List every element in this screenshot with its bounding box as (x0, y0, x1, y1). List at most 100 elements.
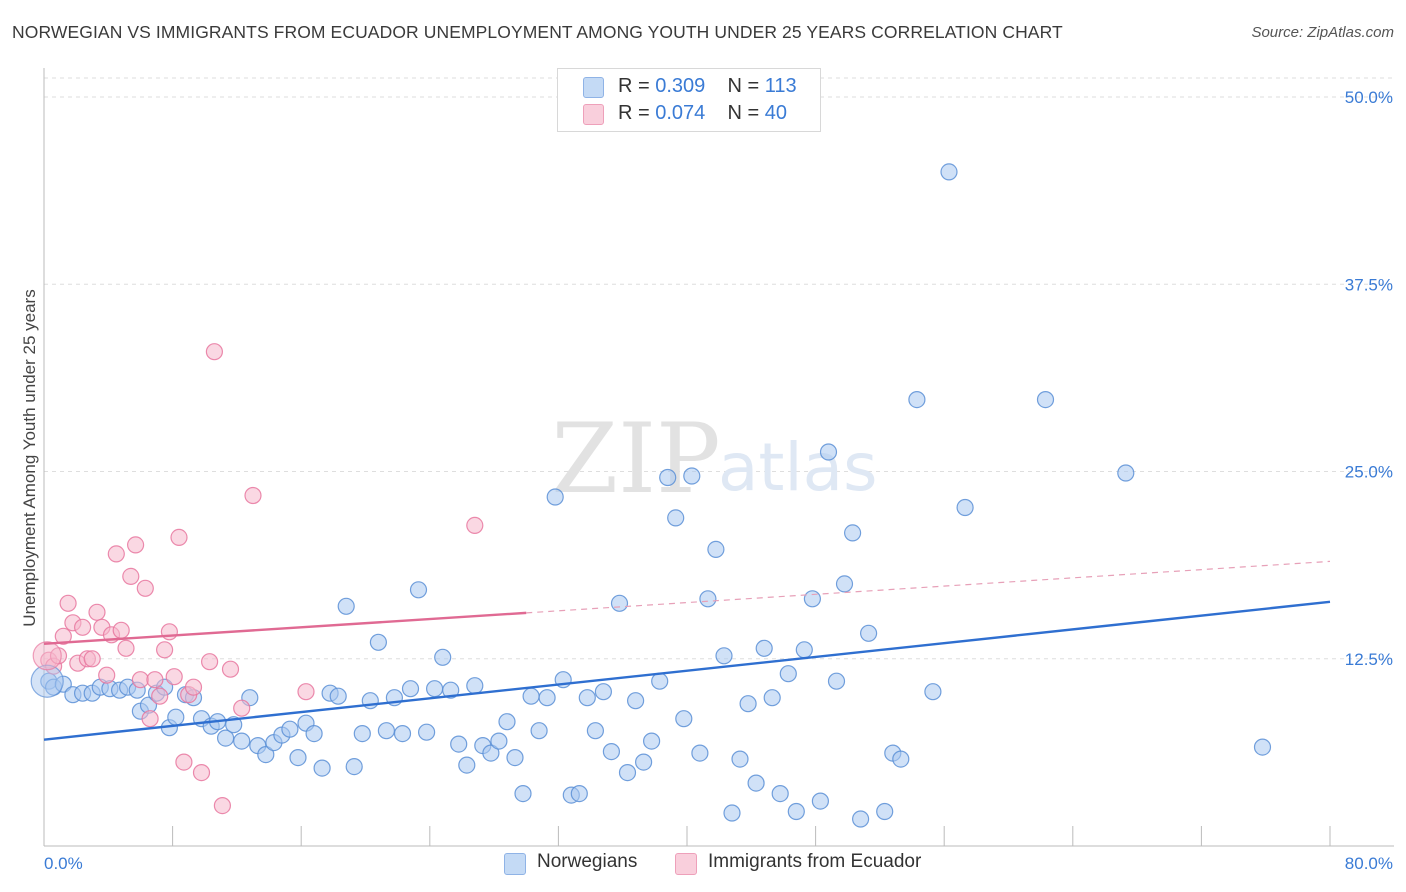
y-tick-label: 25.0% (1345, 463, 1393, 482)
point-norwegians (876, 802, 894, 821)
point-ecuador (122, 567, 140, 586)
point-norwegians (329, 687, 347, 705)
point-norwegians (618, 763, 637, 782)
point-norwegians (409, 581, 428, 599)
point-norwegians (787, 802, 805, 821)
correlation-legend: R = 0.309 N = 113 R = 0.074 N = 40 (557, 68, 821, 132)
point-ecuador (160, 623, 178, 641)
point-ecuador (73, 618, 92, 636)
x-tick-label-max: 80.0% (1345, 854, 1393, 873)
trendline-ecuador (43, 611, 527, 645)
point-norwegians (803, 590, 822, 608)
point-ecuador (141, 710, 159, 728)
point-norwegians (707, 540, 725, 559)
point-norwegians (586, 722, 605, 740)
point-ecuador (205, 343, 223, 361)
point-ecuador (213, 796, 231, 815)
point-norwegians (522, 687, 540, 705)
point-norwegians (819, 443, 838, 461)
point-norwegians (369, 633, 387, 651)
point-norwegians (401, 680, 420, 698)
n-label: N = (727, 75, 760, 97)
point-norwegians (217, 729, 235, 747)
point-norwegians (167, 708, 185, 726)
point-ecuador (201, 653, 219, 671)
legend-label-norwegians: Norwegians (537, 851, 638, 872)
point-ecuador (165, 668, 183, 686)
point-norwegians (626, 692, 645, 710)
y-tick-label: 37.5% (1345, 275, 1393, 294)
point-norwegians (377, 722, 395, 740)
point-norwegians (691, 744, 709, 762)
legend-swatch-ecuador (675, 853, 697, 875)
point-norwegians (634, 753, 653, 771)
tick-labels: 12.5% 25.0% 37.5% 50.0% 0.0% 80.0% (44, 88, 1393, 873)
point-norwegians (795, 641, 813, 659)
point-ecuador (233, 699, 251, 717)
n-label: N = (727, 102, 760, 124)
r-label: R = (618, 102, 650, 124)
trend-lines (43, 560, 1331, 741)
y-tick-label: 50.0% (1345, 88, 1393, 107)
point-ecuador (175, 753, 193, 771)
watermark-zip: ZIP (551, 403, 720, 515)
legend-swatch-norwegians (583, 77, 604, 98)
point-ecuador (297, 683, 315, 701)
point-norwegians (482, 744, 500, 762)
axes (43, 68, 1394, 847)
point-ecuador (244, 486, 262, 505)
point-norwegians (434, 648, 452, 666)
point-norwegians (257, 745, 275, 764)
n-value: 40 (764, 102, 788, 124)
chart-title: NORWEGIAN VS IMMIGRANTS FROM ECUADOR UNE… (12, 22, 1063, 42)
point-ecuador (131, 671, 149, 689)
point-norwegians (739, 695, 757, 713)
point-norwegians (940, 163, 958, 181)
point-norwegians (651, 672, 669, 690)
trendline-norwegians (43, 600, 1331, 741)
point-norwegians (281, 720, 299, 738)
point-norwegians (313, 759, 331, 777)
point-ecuador (136, 579, 154, 597)
point-norwegians (506, 748, 524, 767)
legend-label-ecuador: Immigrants from Ecuador (708, 851, 922, 872)
point-norwegians (659, 468, 677, 487)
point-norwegians (345, 757, 363, 776)
point-norwegians (908, 391, 926, 409)
point-norwegians (578, 689, 596, 707)
point-norwegians (851, 810, 870, 828)
y-tick-label: 12.5% (1345, 650, 1393, 669)
point-norwegians (699, 590, 717, 608)
point-norwegians (771, 784, 789, 803)
r-value: 0.309 (655, 75, 706, 97)
point-norwegians (538, 689, 556, 707)
r-value: 0.074 (655, 102, 706, 124)
watermark-atlas: atlas (718, 429, 878, 506)
point-ecuador (156, 641, 174, 659)
point-ecuador (32, 641, 62, 671)
point-norwegians (289, 748, 307, 767)
point-norwegians (779, 665, 797, 683)
point-norwegians (755, 639, 773, 657)
point-norwegians (835, 575, 854, 593)
point-norwegians (418, 723, 436, 741)
point-norwegians (924, 683, 942, 701)
point-ecuador (112, 621, 130, 639)
point-norwegians (675, 710, 693, 728)
point-norwegians (723, 804, 741, 822)
point-norwegians (1036, 391, 1055, 409)
point-ecuador (83, 650, 101, 668)
point-norwegians (1117, 464, 1135, 482)
point-norwegians (353, 724, 371, 743)
point-norwegians (892, 750, 910, 768)
point-norwegians (530, 722, 548, 740)
point-norwegians (642, 732, 661, 750)
point-ecuador (107, 545, 125, 563)
point-norwegians (490, 732, 508, 750)
point-norwegians (747, 774, 765, 792)
point-norwegians (715, 647, 733, 665)
r-label: R = (618, 75, 650, 97)
point-norwegians (594, 683, 613, 701)
n-value: 113 (764, 75, 797, 97)
